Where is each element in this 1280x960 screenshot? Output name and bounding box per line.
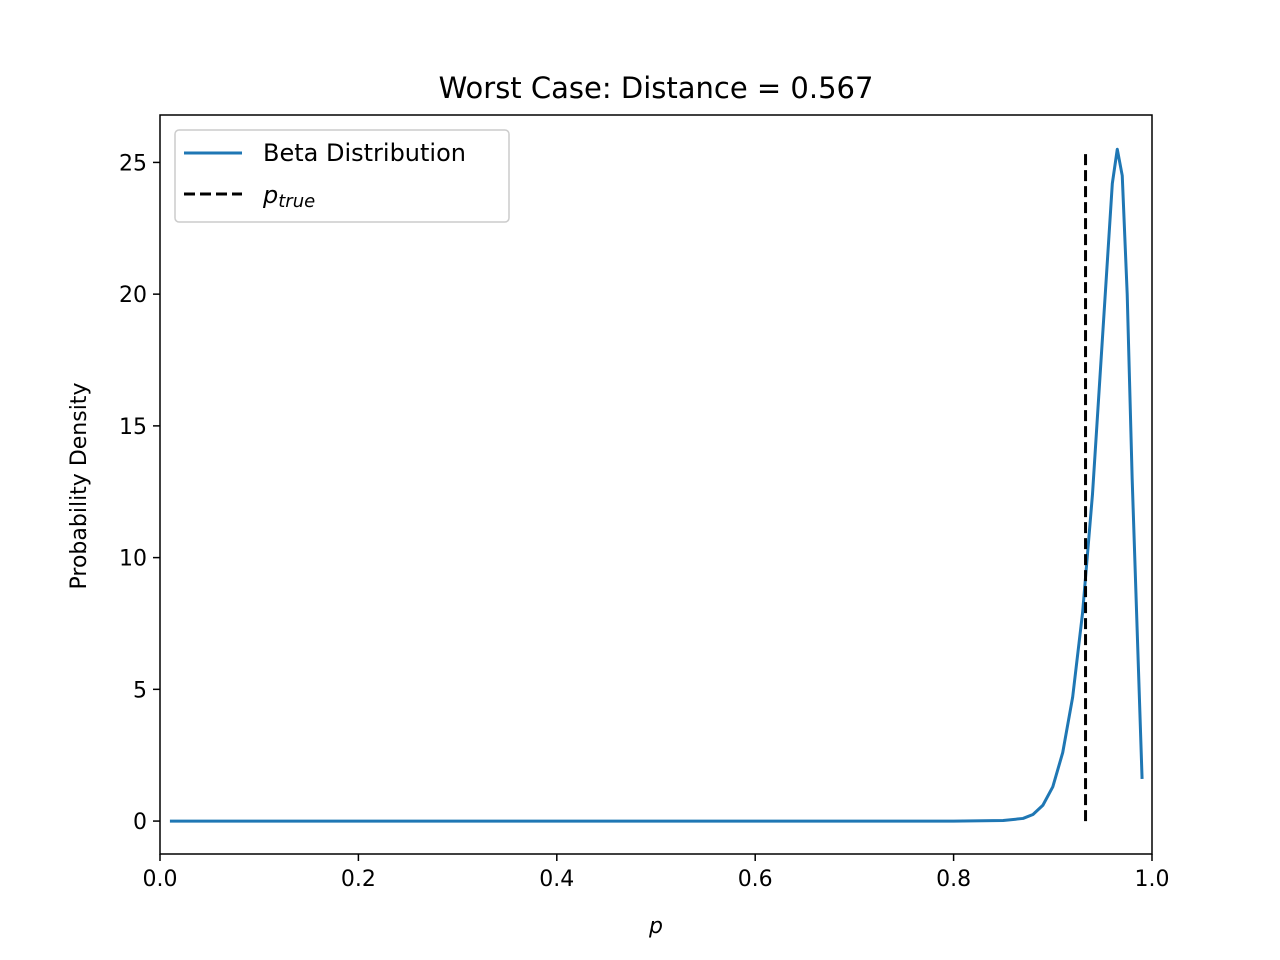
legend: Beta Distribution ptrue xyxy=(174,129,510,223)
x-tick-label: 0.4 xyxy=(539,867,574,892)
x-tick-label: 1.0 xyxy=(1135,867,1170,892)
x-tick-label: 0.2 xyxy=(341,867,376,892)
legend-label-beta: Beta Distribution xyxy=(263,139,466,167)
y-tick-label: 0 xyxy=(133,810,147,835)
plot-frame xyxy=(159,114,1153,855)
series-layer xyxy=(169,147,1144,823)
legend-label-ptrue-subscript: true xyxy=(278,191,315,212)
chart-title: Worst Case: Distance = 0.567 xyxy=(439,71,874,105)
x-axis-label: p xyxy=(648,914,663,939)
legend-label-ptrue: ptrue xyxy=(262,181,315,212)
y-axis: 0 5 10 15 20 25 xyxy=(119,151,160,835)
y-tick-label: 25 xyxy=(119,151,147,176)
legend-label-ptrue-main: p xyxy=(262,181,278,209)
y-axis-label: Probability Density xyxy=(67,383,92,590)
x-tick-label: 0.6 xyxy=(738,867,773,892)
series-line-beta-distribution xyxy=(169,147,1144,823)
x-tick-label: 0.0 xyxy=(143,867,178,892)
x-tick-label: 0.8 xyxy=(936,867,971,892)
legend-box xyxy=(174,129,510,223)
y-tick-label: 20 xyxy=(119,283,147,308)
y-tick-label: 15 xyxy=(119,415,147,440)
x-axis: 0.0 0.2 0.4 0.6 0.8 1.0 xyxy=(143,854,1170,892)
y-tick-label: 5 xyxy=(133,678,147,703)
y-tick-label: 10 xyxy=(119,547,147,572)
